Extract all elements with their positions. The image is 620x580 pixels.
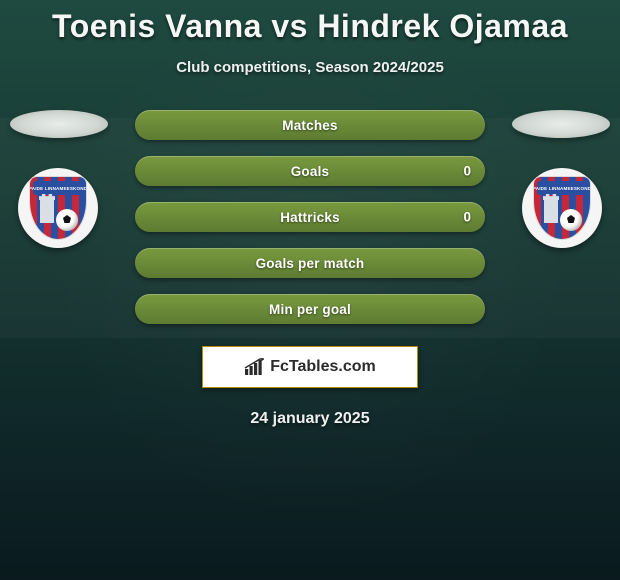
content-root: Toenis Vanna vs Hindrek Ojamaa Club comp… xyxy=(0,0,620,428)
crest-shield: PAIDE LINNAMEESKOND xyxy=(29,176,87,240)
generated-date: 24 january 2025 xyxy=(250,410,369,428)
stat-label: Matches xyxy=(282,118,337,133)
crest-shield: PAIDE LINNAMEESKOND xyxy=(533,176,591,240)
crest-ball-icon xyxy=(560,209,582,231)
stat-pill-matches: Matches xyxy=(135,110,485,140)
crest-banner-text: PAIDE LINNAMEESKOND xyxy=(29,186,87,191)
player-photo-placeholder-right xyxy=(512,110,610,138)
player-photo-placeholder-left xyxy=(10,110,108,138)
crest-banner: PAIDE LINNAMEESKOND xyxy=(537,181,587,195)
stat-label: Goals per match xyxy=(256,256,365,271)
crest-banner: PAIDE LINNAMEESKOND xyxy=(33,181,83,195)
crest-ball-icon xyxy=(56,209,78,231)
stat-value-right: 0 xyxy=(463,210,471,225)
stat-pill-goals: Goals 0 xyxy=(135,156,485,186)
attribution-box: FcTables.com xyxy=(202,346,418,388)
crest-tower-icon xyxy=(544,199,558,223)
stat-pill-list: Matches Goals 0 Hattricks 0 Goals per ma… xyxy=(135,110,485,324)
page-title: Toenis Vanna vs Hindrek Ojamaa xyxy=(52,8,568,45)
stat-label: Hattricks xyxy=(280,210,340,225)
comparison-row: PAIDE LINNAMEESKOND PAIDE LINNAMEESKOND … xyxy=(0,110,620,324)
stat-value-right: 0 xyxy=(463,164,471,179)
stat-pill-hattricks: Hattricks 0 xyxy=(135,202,485,232)
stat-pill-min-per-goal: Min per goal xyxy=(135,294,485,324)
crest-tower-icon xyxy=(40,199,54,223)
stat-pill-goals-per-match: Goals per match xyxy=(135,248,485,278)
attribution-text: FcTables.com xyxy=(270,358,376,376)
stat-label: Goals xyxy=(291,164,330,179)
bar-chart-icon xyxy=(244,358,266,376)
stat-label: Min per goal xyxy=(269,302,351,317)
crest-banner-text: PAIDE LINNAMEESKOND xyxy=(533,186,591,191)
club-crest-left: PAIDE LINNAMEESKOND xyxy=(18,168,98,248)
club-crest-right: PAIDE LINNAMEESKOND xyxy=(522,168,602,248)
page-subtitle: Club competitions, Season 2024/2025 xyxy=(176,59,444,76)
